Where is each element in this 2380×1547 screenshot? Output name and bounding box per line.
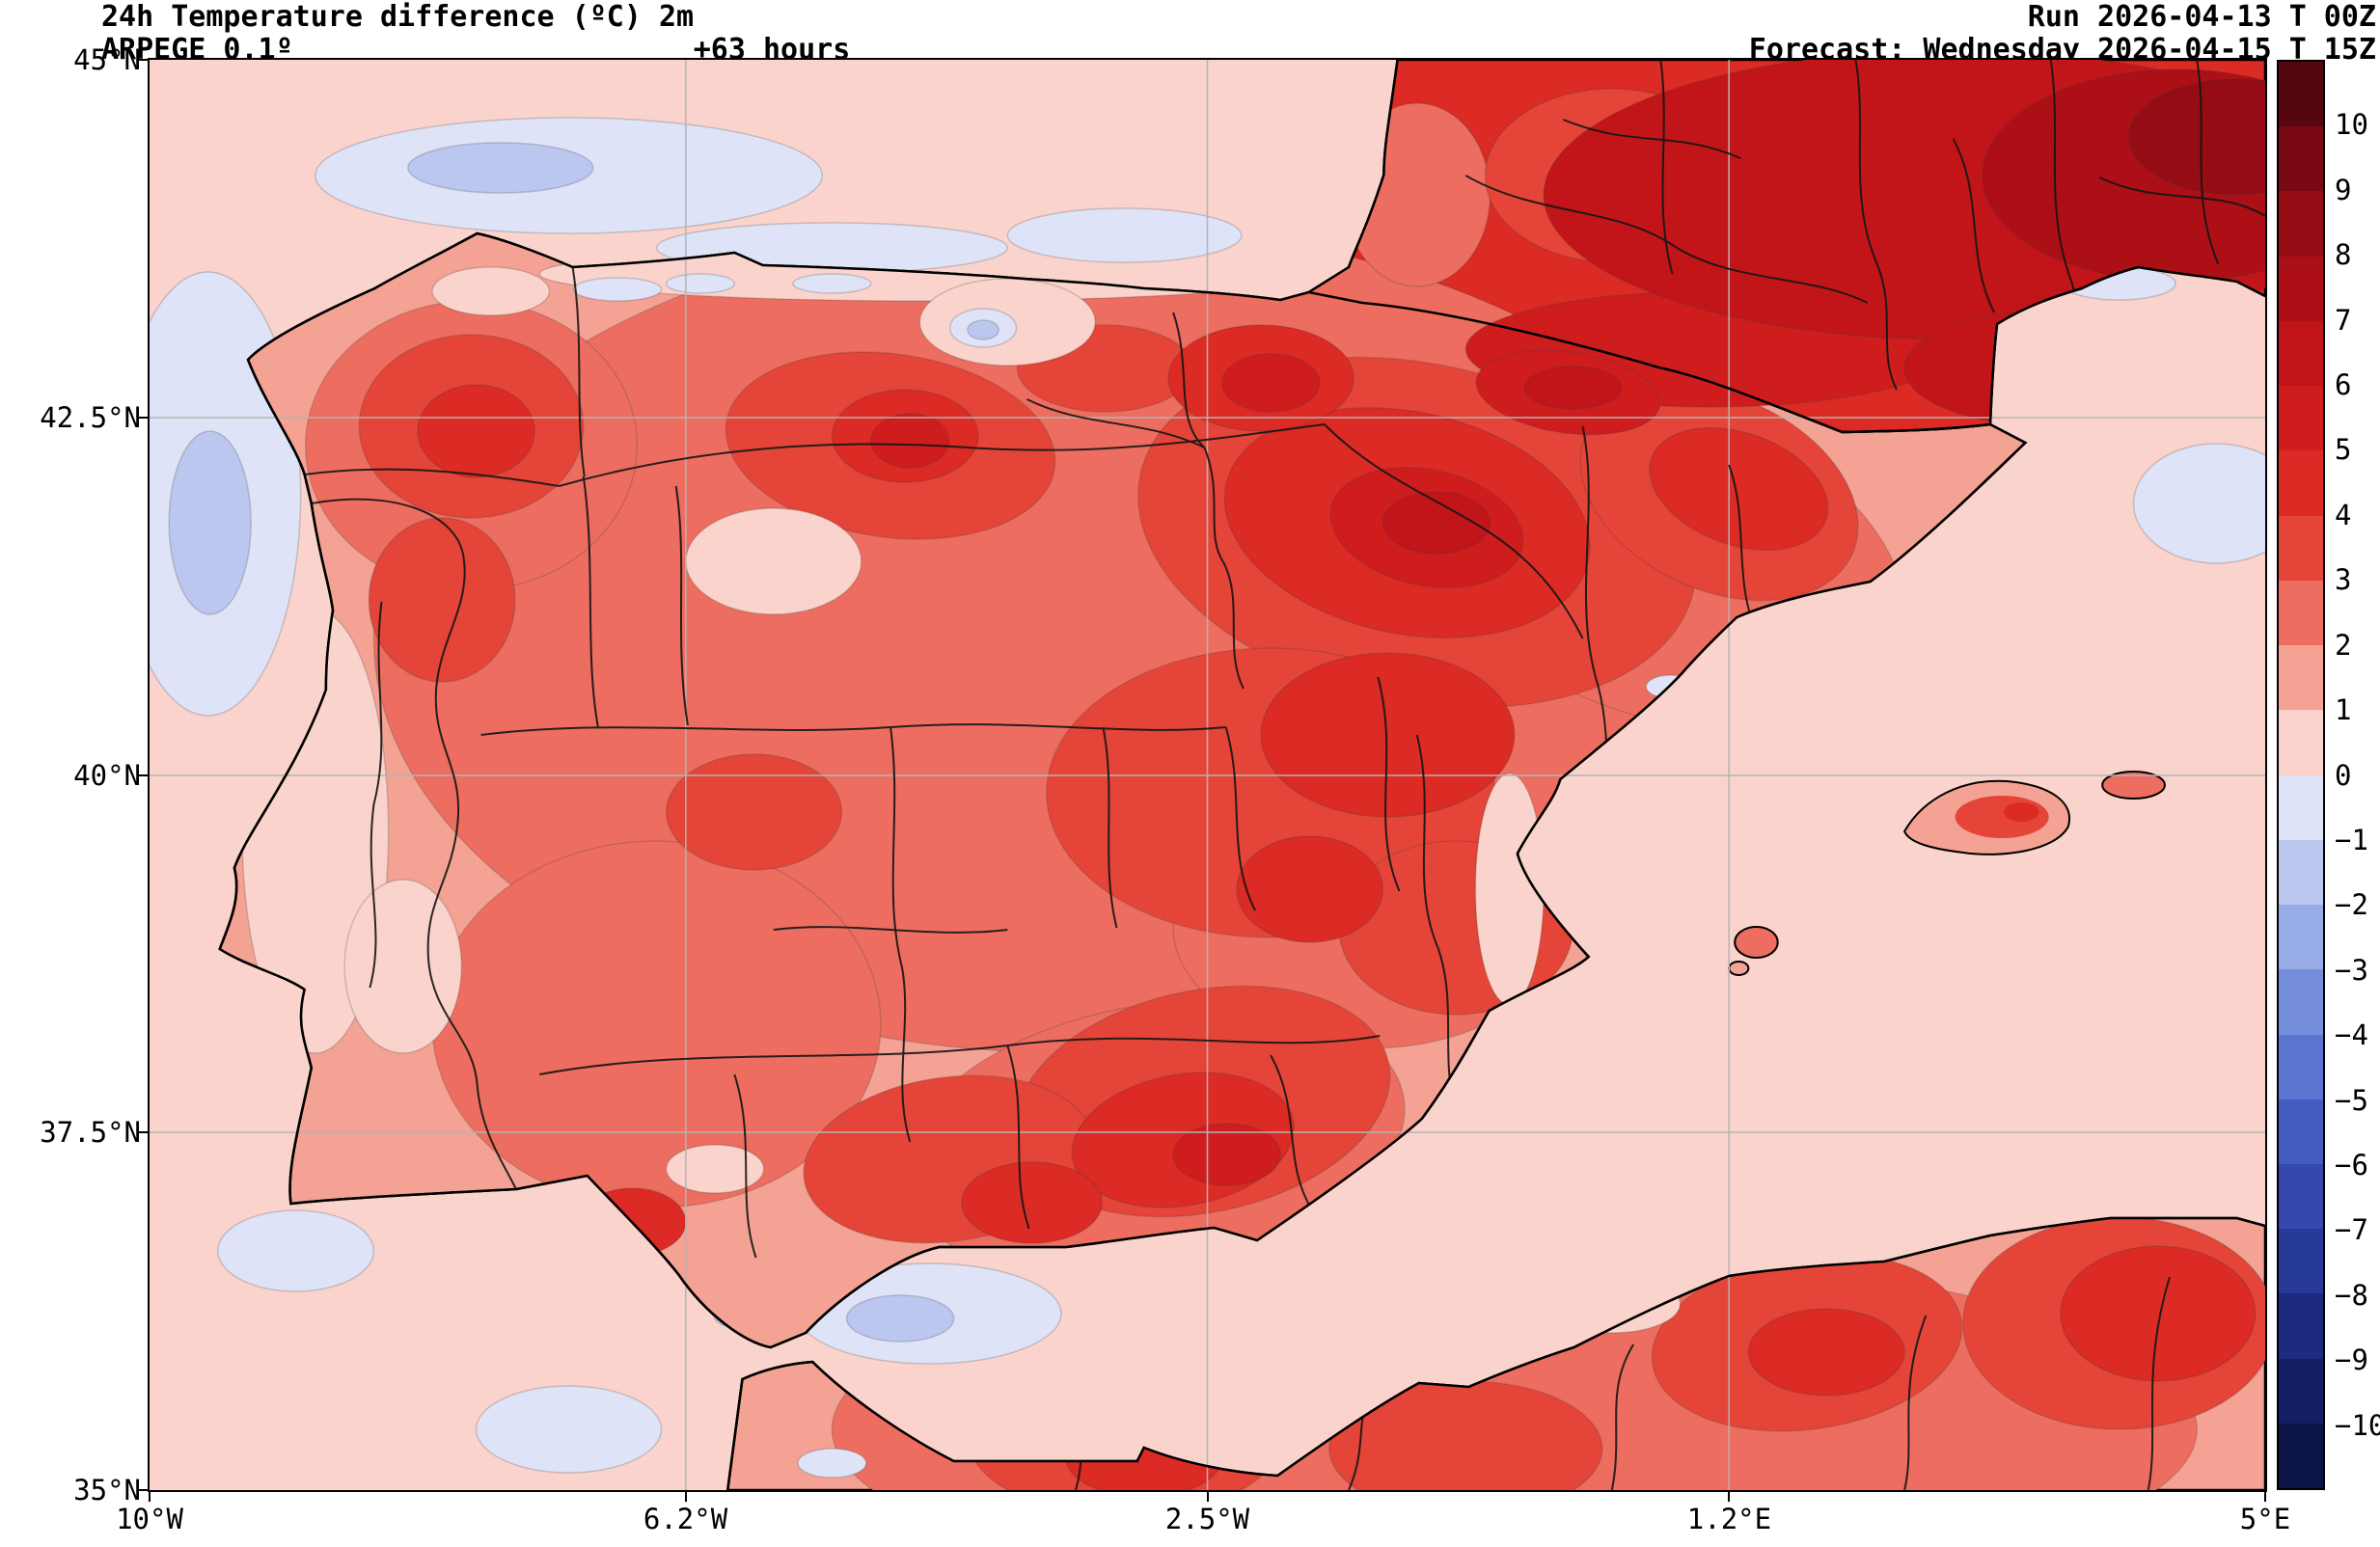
x-tick-label: 10°W [116, 1503, 183, 1535]
x-tick-mark [2264, 1492, 2266, 1502]
colorbar-tick-label: −1 [2335, 823, 2368, 856]
colorbar-band [2279, 969, 2323, 1035]
menorca-island [2101, 771, 2166, 800]
colorbar-tick-label: −3 [2335, 953, 2368, 987]
colorbar-band [2279, 710, 2323, 775]
colorbar-tick-label: −7 [2335, 1213, 2368, 1247]
colorbar-tick-label: −10 [2335, 1408, 2380, 1442]
colorbar-band [2279, 386, 2323, 451]
y-tick-label: 40°N [73, 758, 141, 792]
colorbar-tick-label: −2 [2335, 888, 2368, 922]
colorbar-tick-label: 10 [2335, 108, 2368, 142]
x-tick-label: 2.5°W [1164, 1503, 1250, 1535]
map-plot-area [148, 58, 2267, 1492]
colorbar-band [2279, 774, 2323, 840]
y-tick-mark [139, 1131, 149, 1134]
x-tick-label: 1.2°E [1686, 1503, 1772, 1535]
colorbar-tick-label: 3 [2335, 563, 2352, 597]
colorbar-tick-label: 9 [2335, 173, 2352, 206]
x-tick-mark [1728, 1492, 1731, 1502]
colorbar-band [2279, 905, 2323, 970]
y-tick-mark [139, 1489, 149, 1491]
balearic-islands [1728, 771, 2166, 976]
colorbar-band [2279, 1358, 2323, 1424]
colorbar-tick-label: −8 [2335, 1278, 2368, 1312]
x-tick-mark [684, 1492, 687, 1502]
colorbar-band [2279, 839, 2323, 906]
colorbar-band [2279, 191, 2323, 257]
colorbar [2277, 60, 2325, 1490]
colorbar-band [2279, 320, 2323, 387]
colorbar-band [2279, 62, 2323, 127]
colorbar-band [2279, 1163, 2323, 1230]
y-tick-label: 42.5°N [40, 400, 141, 434]
colorbar-tick-label: 0 [2335, 758, 2352, 792]
colorbar-tick-label: 7 [2335, 303, 2352, 337]
x-tick-label: 5°E [2239, 1503, 2291, 1535]
colorbar-band [2279, 256, 2323, 321]
model-label: ARPEGE 0.1º [101, 33, 293, 67]
temperature-difference-map [150, 60, 2265, 1490]
colorbar-tick-label: −9 [2335, 1343, 2368, 1377]
run-time-label: Run 2026-04-13 T 00Z [2027, 0, 2376, 34]
colorbar-tick-label: 1 [2335, 693, 2352, 727]
y-tick-mark [139, 416, 149, 419]
colorbar-tick-label: −4 [2335, 1018, 2368, 1052]
colorbar-tick-label: 8 [2335, 238, 2352, 272]
colorbar-tick-label: −5 [2335, 1083, 2368, 1117]
colorbar-band [2279, 1034, 2323, 1099]
x-tick-mark [149, 1492, 150, 1502]
colorbar-band [2279, 1229, 2323, 1294]
ibiza-island [1734, 926, 1779, 959]
chart-title: 24h Temperature difference (ºC) 2m [101, 0, 695, 34]
colorbar-tick-label: 6 [2335, 368, 2352, 402]
y-tick-label: 37.5°N [40, 1116, 141, 1150]
coastlines [218, 60, 2265, 1490]
colorbar-tick-label: 4 [2335, 498, 2352, 531]
colorbar-band [2279, 580, 2323, 646]
colorbar-band [2279, 1099, 2323, 1164]
warming-anomaly-blobs [241, 60, 2265, 1490]
colorbar-band [2279, 515, 2323, 581]
colorbar-tick-label: −6 [2335, 1148, 2368, 1181]
colorbar-band [2279, 126, 2323, 192]
graticule-gridlines [150, 60, 2265, 1490]
colorbar-band [2279, 1423, 2323, 1489]
y-tick-label: 45°N [73, 43, 141, 76]
x-tick-mark [1206, 1492, 1209, 1502]
colorbar-band [2279, 1293, 2323, 1359]
colorbar-band [2279, 645, 2323, 711]
y-tick-mark [139, 774, 149, 776]
colorbar-tick-label: 5 [2335, 433, 2352, 467]
formentera-island [1728, 961, 1750, 976]
y-tick-label: 35°N [73, 1474, 141, 1506]
y-tick-mark [139, 59, 149, 61]
colorbar-band [2279, 450, 2323, 516]
colorbar-tick-label: 2 [2335, 628, 2352, 662]
x-tick-label: 6.2°W [643, 1503, 728, 1535]
